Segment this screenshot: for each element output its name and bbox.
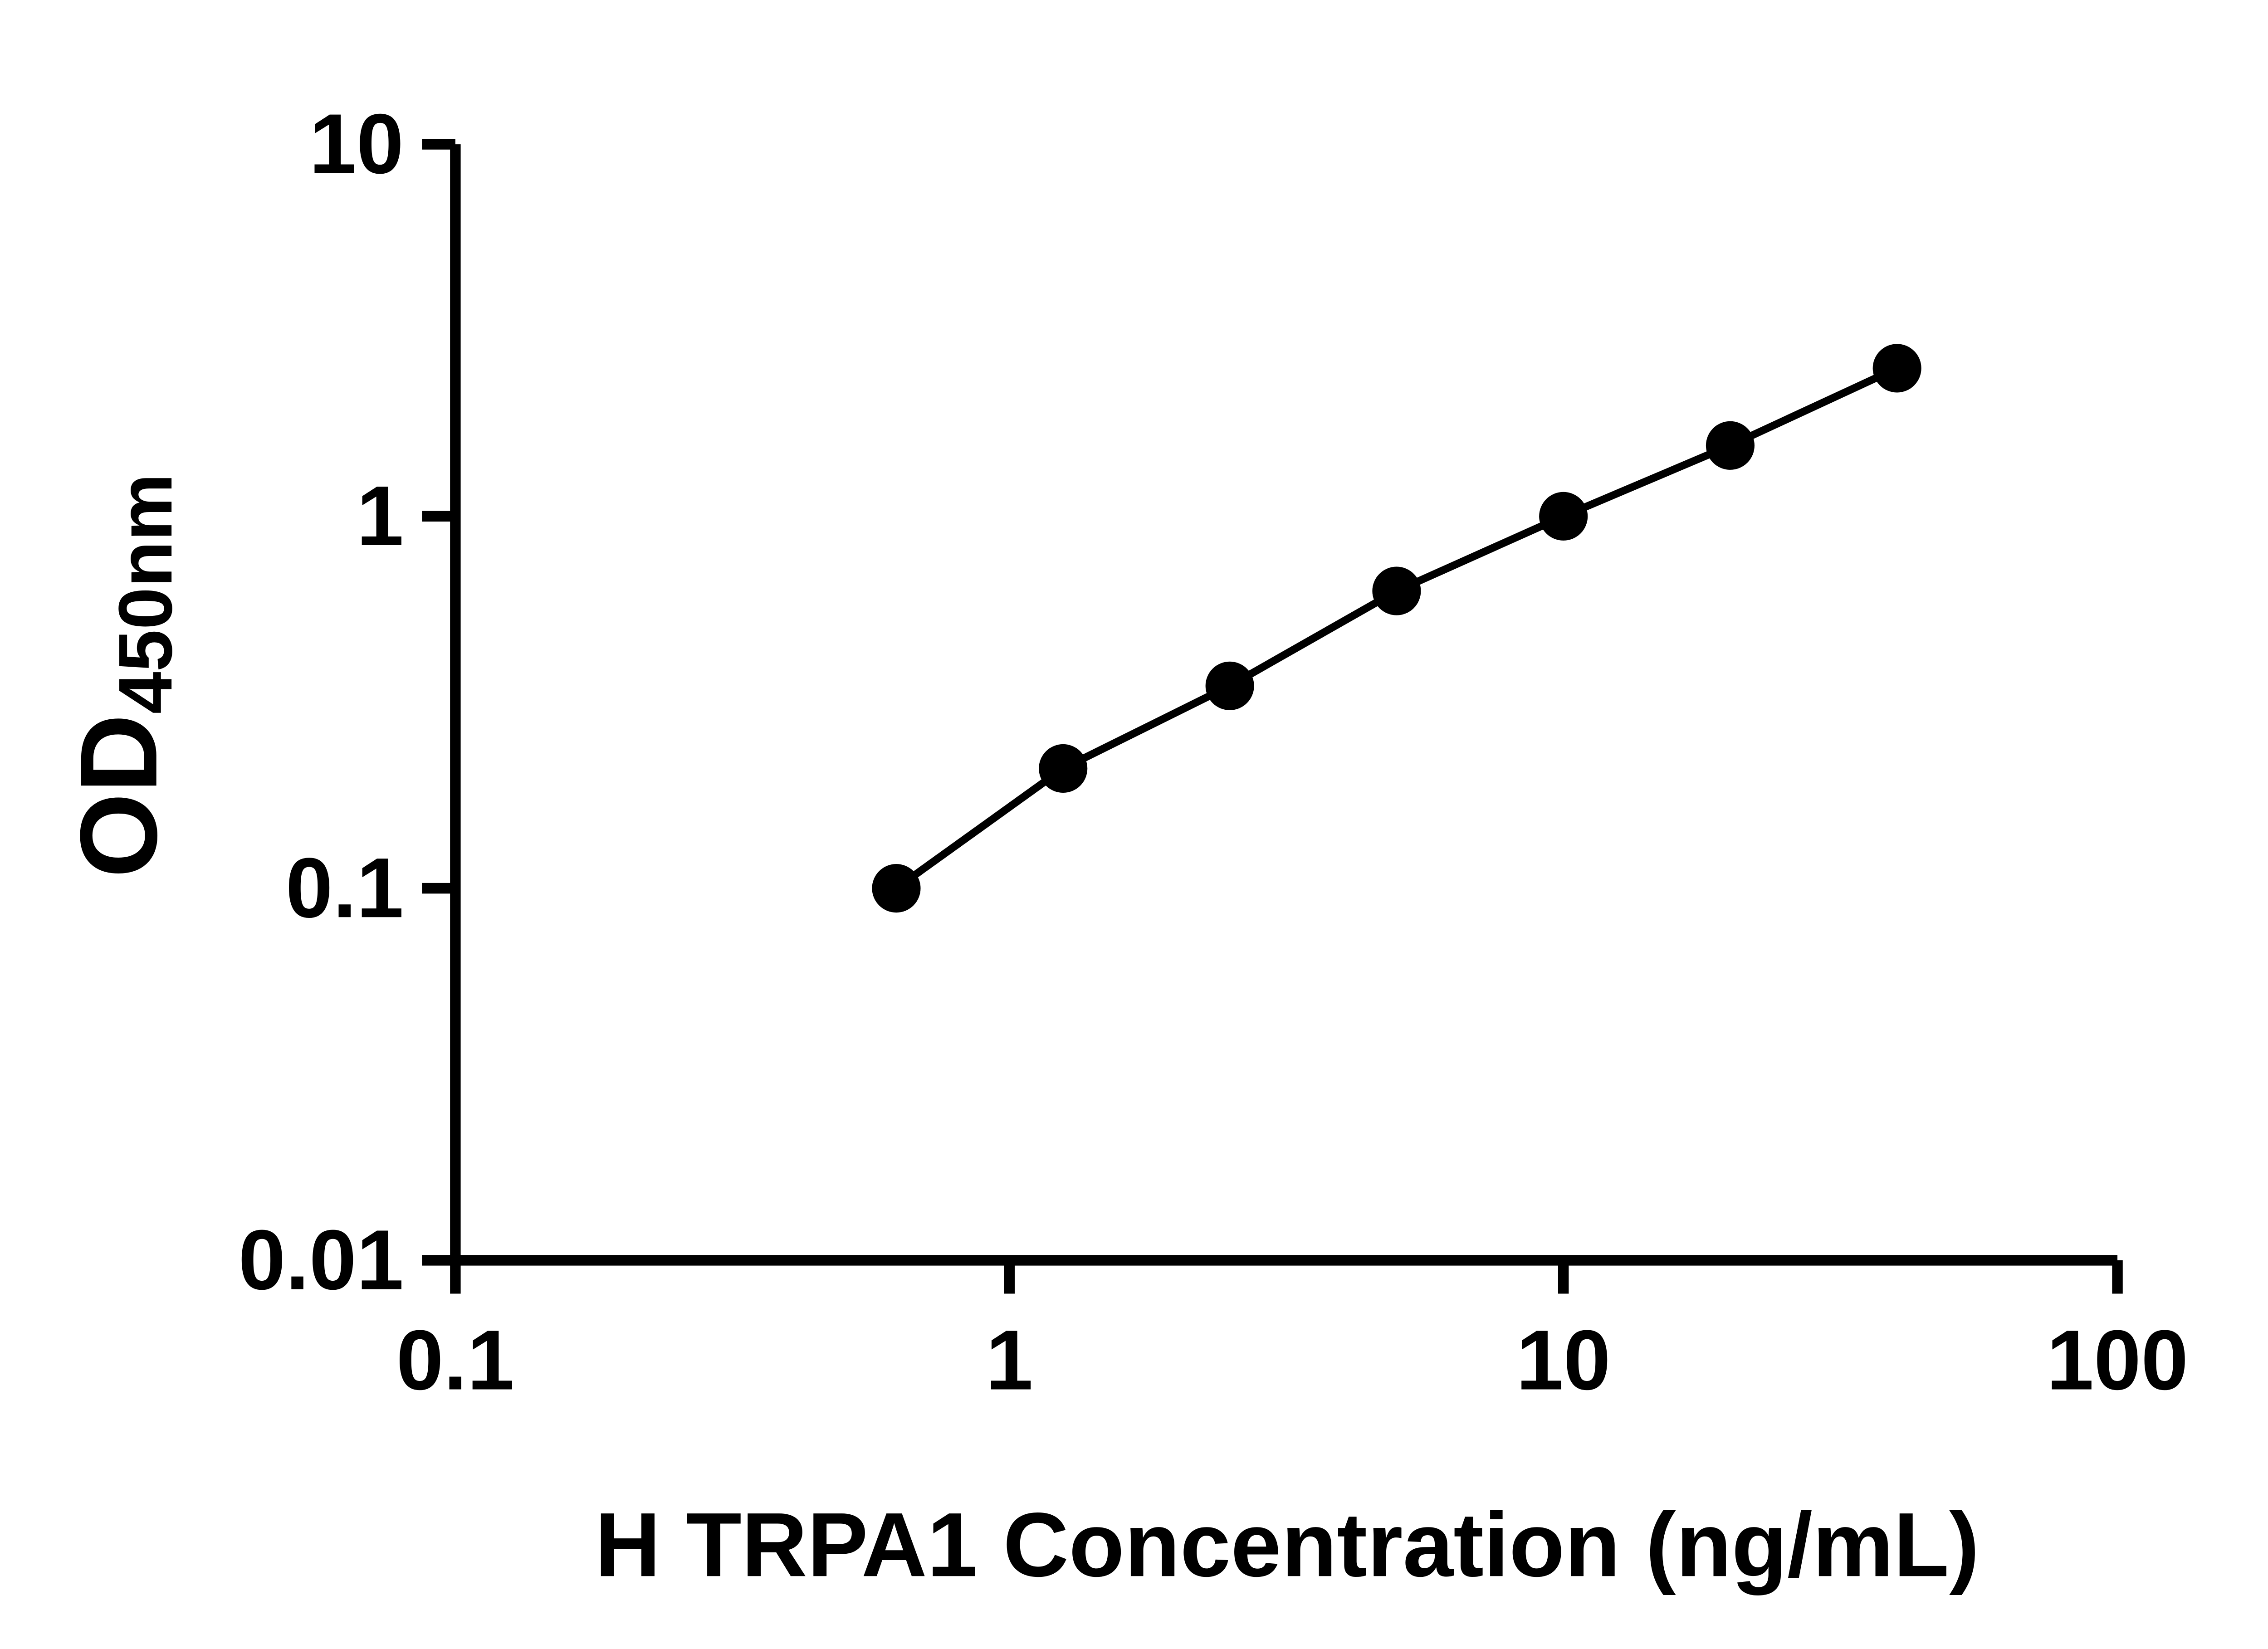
data-point [1372,566,1421,615]
x-tick-label: 10 [1516,1312,1610,1407]
y-tick-label: 0.01 [238,1212,404,1307]
x-axis-title: H TRPA1 Concentration (ng/mL) [595,1493,1979,1595]
data-point [872,864,921,913]
y-axis-title-main: OD [58,714,180,878]
data-point [1039,744,1088,793]
y-tick-label: 10 [309,96,404,191]
data-point [1872,344,1921,393]
y-tick-label: 1 [357,468,404,563]
x-tick-label: 0.1 [396,1312,515,1407]
data-point [1706,421,1755,470]
data-point [1539,492,1588,541]
y-axis-title: OD450nm [58,473,188,878]
y-tick-label: 0.1 [286,840,404,935]
y-axis-title-subscript: 450nm [103,473,188,714]
x-tick-label: 100 [2047,1312,2189,1407]
data-point [1205,661,1254,710]
x-tick-label: 1 [986,1312,1033,1407]
